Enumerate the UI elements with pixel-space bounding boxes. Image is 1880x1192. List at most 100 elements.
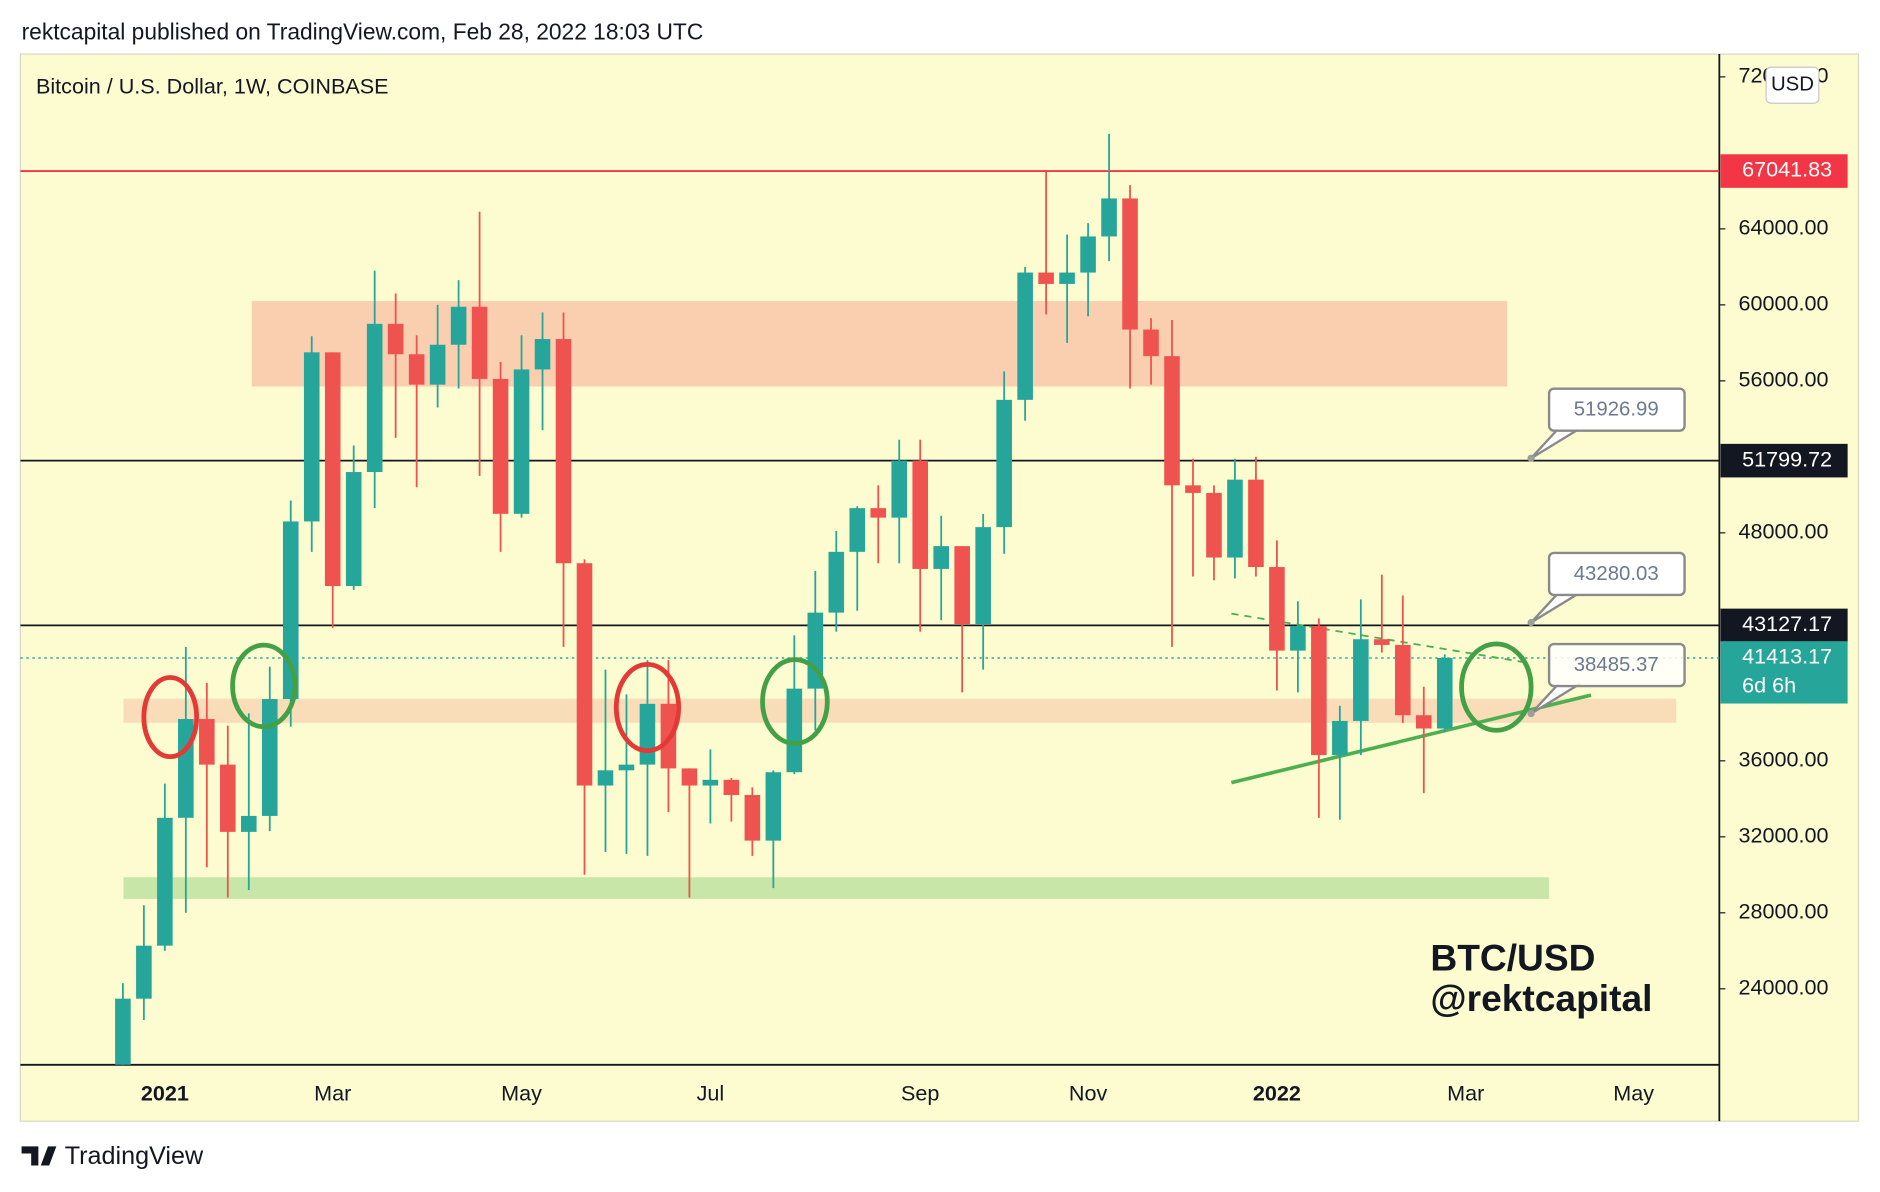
candle-body (807, 612, 824, 689)
candle-body (1206, 492, 1222, 558)
y-tick-label: 64000.00 (1739, 215, 1829, 240)
candle-body (261, 699, 278, 816)
candle-body (576, 563, 593, 786)
candle-body (870, 508, 887, 518)
y-tick-label: 36000.00 (1739, 747, 1829, 772)
candle-body (471, 306, 488, 379)
candle-body (1311, 625, 1327, 756)
x-tick-label: Sep (901, 1080, 939, 1105)
candle-body (1415, 715, 1432, 729)
price-level-label: 67041.83 (1742, 157, 1832, 182)
candle-body (1436, 657, 1453, 729)
x-tick-label: 2022 (1253, 1080, 1301, 1105)
x-tick-label: Nov (1069, 1080, 1108, 1105)
candle-body (1269, 567, 1285, 651)
candle-body (429, 344, 446, 385)
footer-brand: TradingView (65, 1142, 204, 1170)
candle-body (324, 352, 341, 587)
candle-body (408, 354, 425, 385)
annotation-circle (141, 675, 200, 760)
candle-body (387, 323, 404, 355)
candle-body (702, 779, 719, 786)
candle-body (954, 546, 970, 625)
callout-box (1547, 642, 1686, 688)
callout-label: 51926.99 (1574, 399, 1659, 421)
candle-body (240, 815, 257, 832)
candle-body (555, 339, 572, 564)
annotation-circle (760, 657, 830, 746)
y-tick-label: 60000.00 (1739, 291, 1829, 316)
trendline (1230, 693, 1592, 785)
candle-body (1101, 198, 1117, 237)
candle-body (1185, 485, 1201, 493)
callout-anchor (1527, 454, 1535, 462)
candle-body (828, 551, 845, 613)
callout-label: 43280.03 (1574, 563, 1659, 585)
candle-body (849, 508, 866, 552)
callout-box (1547, 551, 1686, 597)
candle-body (513, 369, 530, 514)
candle-body (282, 521, 299, 700)
x-tick-label: Mar (314, 1080, 351, 1105)
x-tick-label: May (1613, 1080, 1654, 1105)
currency-badge (1765, 66, 1820, 104)
candle-body (450, 306, 467, 345)
chart-title: Bitcoin / U.S. Dollar, 1W, COINBASE (36, 73, 389, 98)
candle-body (786, 688, 803, 773)
candle-body (1332, 720, 1348, 756)
candle-body (492, 378, 509, 514)
watermark: BTC/USD (1430, 936, 1595, 978)
y-tick-label: 56000.00 (1739, 367, 1829, 392)
x-tick-label: Mar (1447, 1080, 1484, 1105)
candle-body (1122, 198, 1138, 330)
candle-body (136, 945, 152, 999)
trendline (1231, 612, 1529, 664)
price-level-tag (1720, 641, 1848, 704)
y-tick-label: 32000.00 (1739, 823, 1829, 848)
annotation-circle (613, 661, 682, 754)
candle-body (1248, 479, 1264, 568)
candle-body (639, 703, 656, 765)
annotation-circle (1459, 641, 1534, 733)
bar-countdown: 6d 6h (1742, 672, 1796, 697)
candle-body (765, 772, 782, 841)
candle-body (178, 719, 194, 818)
candle-body (1227, 479, 1243, 558)
candle-body (115, 998, 131, 1065)
publisher: rektcapital published on TradingView.com… (22, 19, 704, 45)
candle-body (345, 472, 362, 587)
y-tick-label: 28000.00 (1739, 899, 1829, 924)
candle-body (1290, 625, 1306, 651)
currency-label: USD (1771, 74, 1814, 96)
candle-body (1017, 272, 1033, 400)
plot: 51926.99 43280.03 38485.37 (20, 133, 1720, 1065)
price-level-label: 51799.72 (1742, 446, 1832, 471)
callout-box (1547, 387, 1686, 432)
candle-body (1353, 639, 1369, 721)
candle-body (534, 339, 551, 370)
candle-body (303, 352, 320, 522)
price-level-tag (1720, 608, 1848, 643)
candle-body (723, 779, 740, 796)
x-tick-label: 2021 (141, 1080, 189, 1105)
candle-body (744, 795, 761, 841)
tv-logo: TradingView (21, 1142, 204, 1170)
candle-body (912, 460, 929, 569)
candle-body (597, 770, 614, 786)
price-level-label: 43127.17 (1742, 611, 1832, 636)
x-tick-label: Jul (697, 1080, 725, 1105)
zone (123, 877, 1550, 899)
candle-body (891, 460, 908, 518)
candle-body (157, 817, 173, 946)
candle-body (199, 719, 215, 765)
candle-body (975, 527, 991, 625)
watermark: @rektcapital (1430, 977, 1652, 1019)
annotation-circle (230, 642, 298, 730)
candle-body (1395, 644, 1411, 716)
candle-body (366, 323, 383, 473)
candle-body (618, 764, 635, 771)
candle-body (681, 768, 698, 786)
candle-body (1143, 329, 1159, 357)
